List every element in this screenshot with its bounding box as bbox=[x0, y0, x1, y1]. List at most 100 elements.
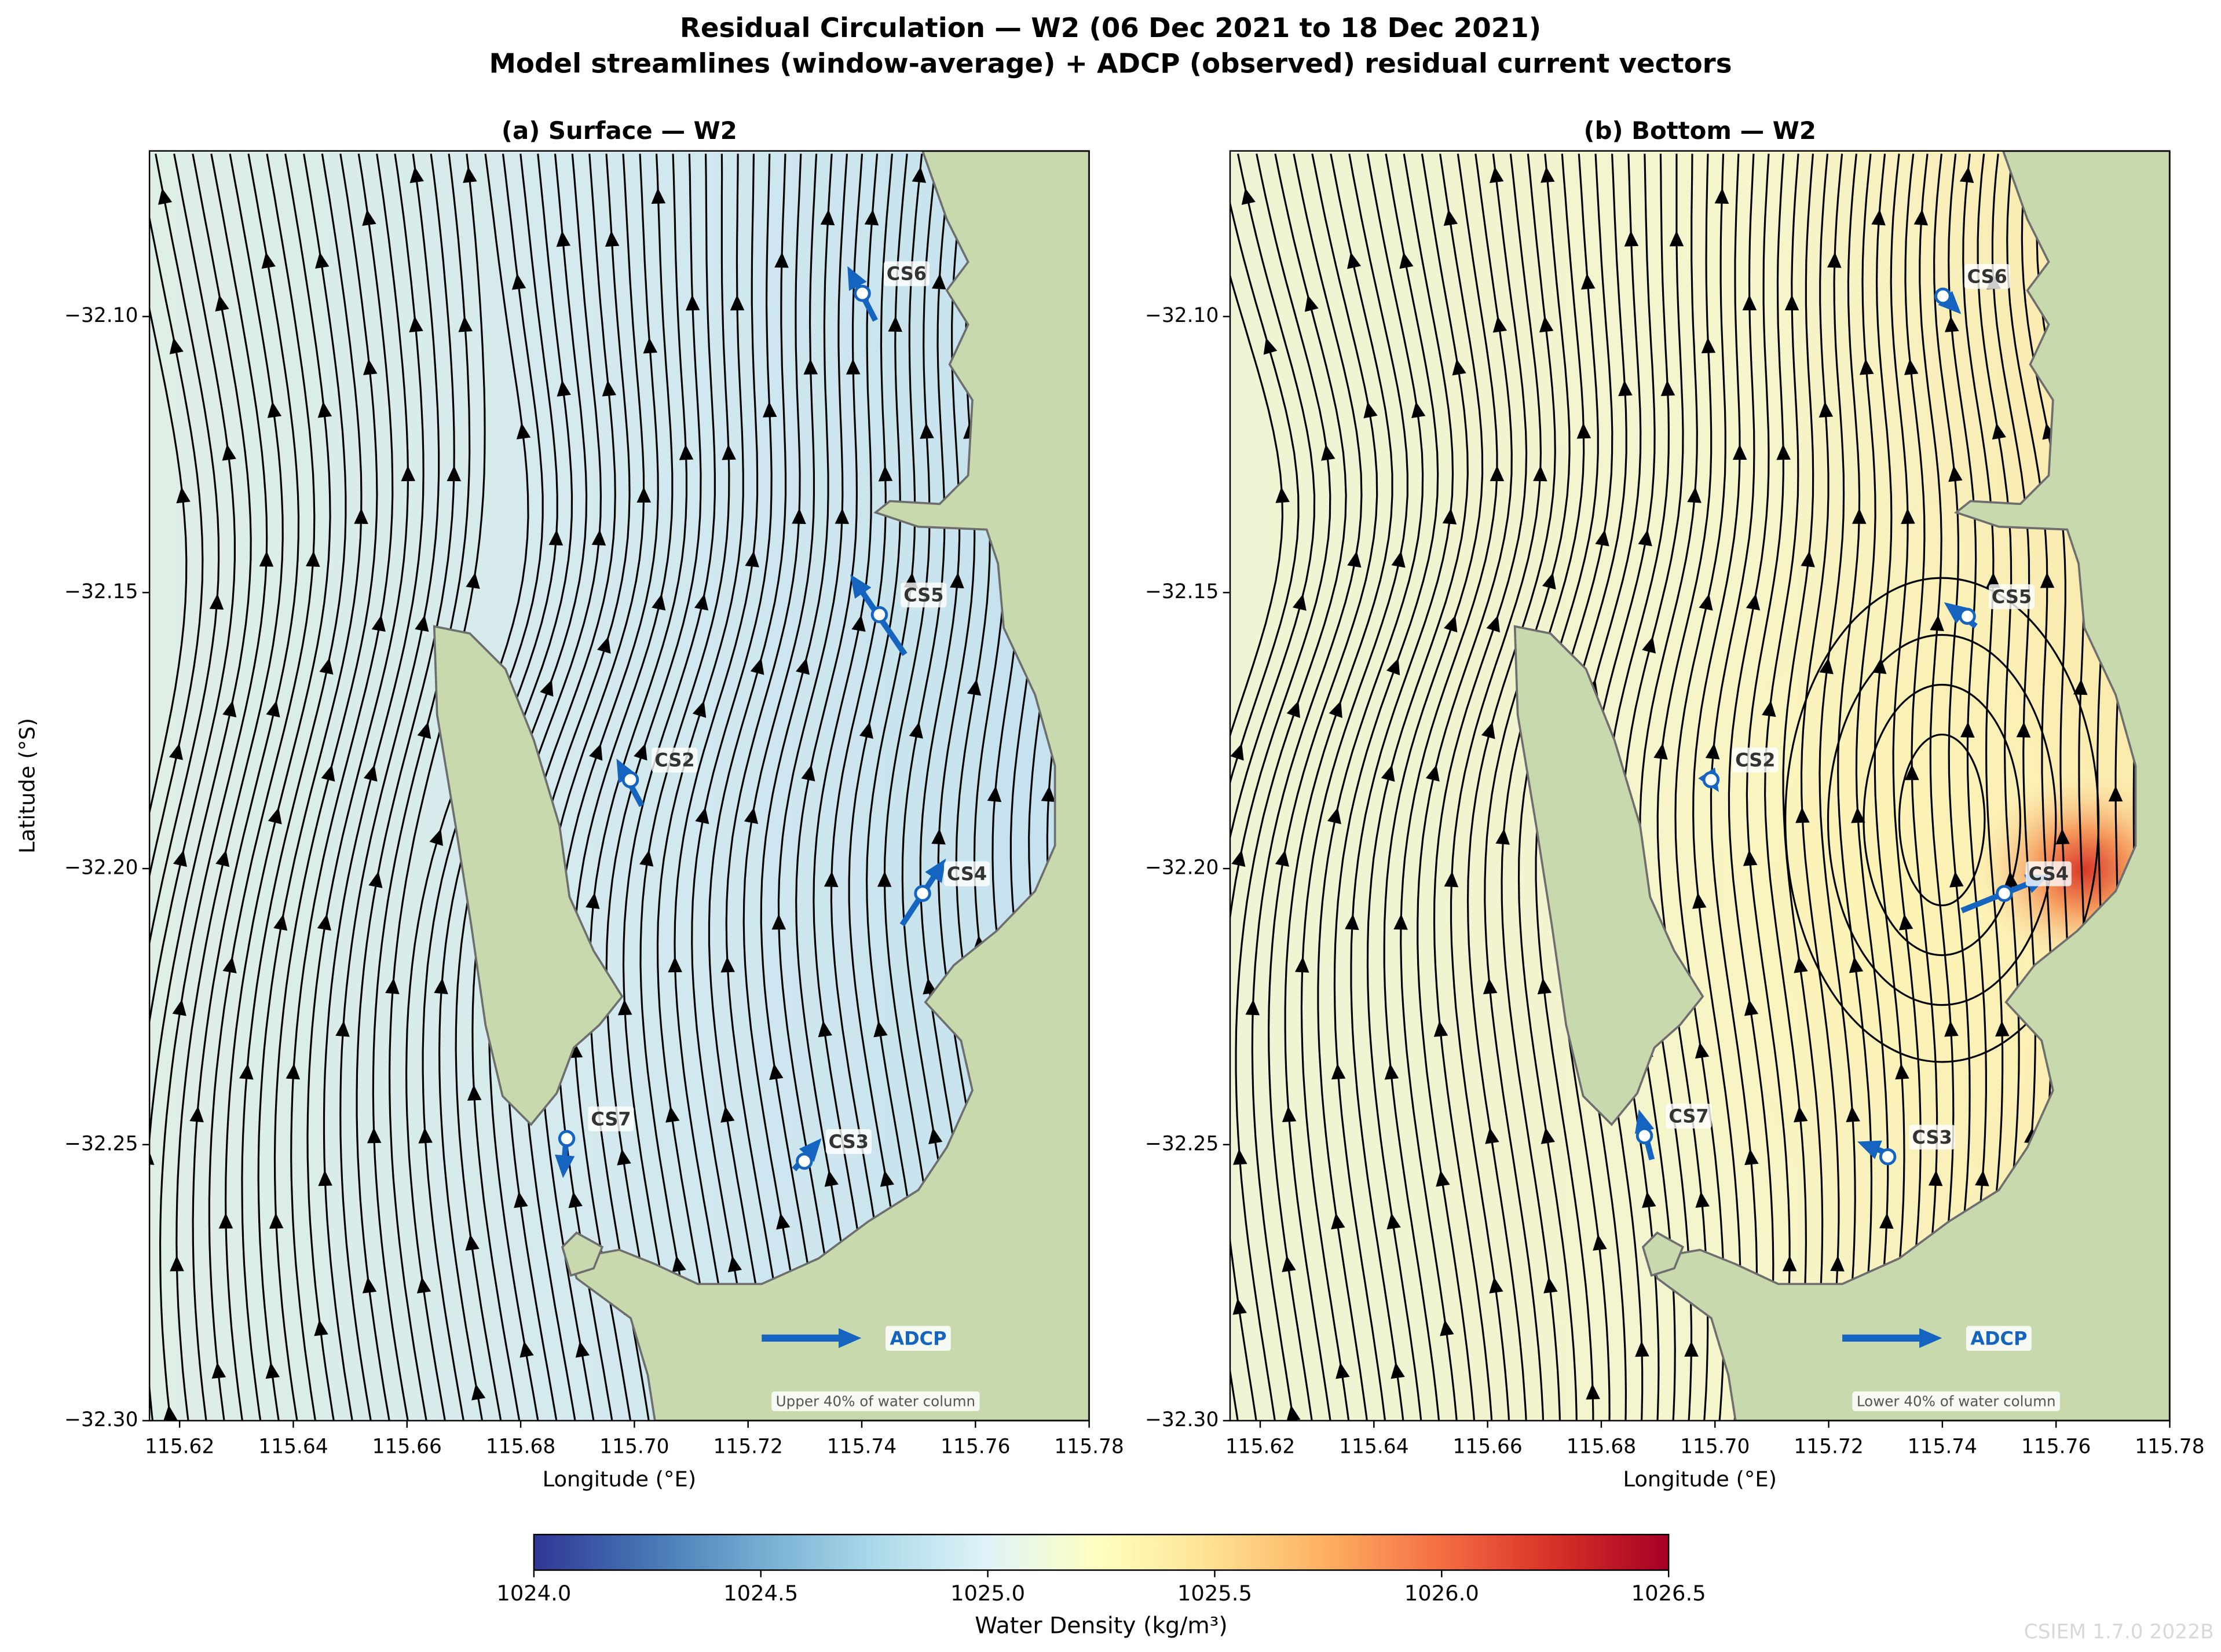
streamline-arrow bbox=[1321, 444, 1335, 461]
streamline-arrow bbox=[1801, 551, 1815, 567]
streamline bbox=[777, 153, 848, 1421]
streamline-arrow bbox=[371, 615, 386, 632]
streamline bbox=[1484, 153, 1571, 1421]
y-tick-label: −32.30 bbox=[1145, 1408, 1219, 1431]
streamline-arrow bbox=[636, 486, 652, 503]
streamline-arrow bbox=[218, 1213, 233, 1229]
streamline bbox=[605, 153, 702, 1421]
station-label: CS4 bbox=[2029, 863, 2069, 885]
density-patch bbox=[1600, 464, 2170, 1318]
streamline-arrow bbox=[368, 871, 383, 888]
streamline-arrow bbox=[458, 316, 473, 332]
streamline bbox=[1383, 153, 1484, 1421]
land bbox=[433, 151, 1089, 1421]
streamline-arrow bbox=[1851, 807, 1865, 823]
streamline-arrow bbox=[1860, 358, 1874, 375]
x-tick-label: 115.64 bbox=[258, 1435, 328, 1459]
station-label-bg bbox=[2025, 861, 2072, 887]
streamline bbox=[1400, 153, 1498, 1421]
streamline-arrow bbox=[1542, 572, 1556, 589]
eddy bbox=[1784, 577, 2100, 1063]
streamline bbox=[149, 305, 188, 816]
streamline-arrow bbox=[465, 1234, 480, 1251]
y-tick-label: −32.10 bbox=[1145, 304, 1219, 327]
streamline-arrow bbox=[1286, 701, 1300, 718]
streamline-arrow bbox=[1543, 1277, 1558, 1294]
streamline-arrow bbox=[1533, 465, 1547, 482]
streamline-arrow bbox=[803, 358, 818, 375]
streamline-arrow bbox=[222, 700, 237, 717]
streamline-arrow bbox=[189, 1106, 204, 1123]
streamline-arrow bbox=[1436, 1170, 1450, 1187]
streamline-arrow bbox=[1230, 743, 1244, 761]
x-tick-label: 115.62 bbox=[145, 1435, 214, 1459]
streamline-arrow bbox=[1384, 1063, 1399, 1080]
streamline-arrow bbox=[1746, 594, 1761, 611]
streamline-arrow bbox=[2108, 786, 2123, 802]
streamline-arrow bbox=[1347, 551, 1362, 568]
streamline-arrow bbox=[1391, 1362, 1405, 1379]
streamline-arrow bbox=[769, 1063, 784, 1080]
streamline-arrow bbox=[1819, 657, 1834, 675]
streamline-arrow bbox=[1638, 529, 1652, 547]
streamline bbox=[323, 153, 425, 1421]
streamline-arrow bbox=[1481, 721, 1495, 739]
streamline-arrow bbox=[888, 316, 903, 332]
streamline-arrow bbox=[1904, 358, 1919, 375]
streamline-arrow bbox=[1245, 999, 1260, 1016]
streamline-arrow bbox=[1846, 1106, 1860, 1123]
streamline-arrow bbox=[1443, 209, 1458, 226]
y-tick-label: −32.20 bbox=[64, 856, 138, 880]
station-label-bg bbox=[943, 861, 990, 887]
streamline-arrow bbox=[864, 209, 879, 226]
streamline-arrow bbox=[1830, 1255, 1845, 1272]
streamline-arrow bbox=[385, 977, 400, 994]
streamline-arrow bbox=[1275, 849, 1289, 867]
streamline-arrow bbox=[694, 594, 709, 611]
streamline-arrow bbox=[1705, 743, 1720, 760]
streamline-arrow bbox=[1913, 209, 1929, 226]
streamline-arrow bbox=[265, 1362, 280, 1379]
x-tick-label: 115.68 bbox=[1567, 1435, 1636, 1459]
streamline-arrow bbox=[1642, 1191, 1656, 1208]
streamline bbox=[1284, 153, 1393, 1421]
streamline-arrow bbox=[1176, 1298, 1192, 1315]
streamline-arrow bbox=[1241, 188, 1256, 205]
streamline-arrow bbox=[1948, 466, 1963, 482]
streamline-arrow bbox=[801, 764, 815, 782]
station-marker bbox=[1959, 607, 1976, 625]
streamline bbox=[356, 153, 455, 1421]
station-marker bbox=[1934, 287, 1952, 305]
streamline-arrow bbox=[750, 658, 764, 675]
station-marker bbox=[1996, 885, 2013, 902]
streamline-arrow bbox=[1232, 1298, 1247, 1315]
streamline bbox=[241, 153, 347, 1421]
streamline-arrow bbox=[362, 1277, 377, 1294]
streamline-arrow bbox=[417, 721, 431, 739]
colorbar-tick-label: 1026.5 bbox=[1631, 1581, 1706, 1606]
streamline-arrow bbox=[1282, 1255, 1296, 1272]
x-tick-label: 115.72 bbox=[1794, 1435, 1863, 1459]
streamline-arrow bbox=[149, 1148, 155, 1165]
streamline-arrow bbox=[317, 401, 332, 418]
streamline-arrow bbox=[215, 295, 229, 312]
streamline-arrow bbox=[2187, 636, 2201, 653]
streamline-arrow bbox=[163, 1405, 178, 1421]
streamline-arrow bbox=[173, 850, 187, 867]
streamline-arrow bbox=[1331, 1063, 1346, 1080]
streamline bbox=[1692, 153, 1741, 1421]
streamline bbox=[1230, 199, 1300, 786]
streamline-arrow bbox=[1386, 658, 1400, 676]
streamline-arrow bbox=[846, 358, 861, 375]
colorbar-label: Water Density (kg/m³) bbox=[975, 1612, 1228, 1639]
streamline-arrow bbox=[1945, 316, 1959, 332]
streamline-arrow bbox=[1975, 1170, 1989, 1186]
streamline-arrow bbox=[120, 1298, 135, 1314]
streamline-arrow bbox=[1930, 615, 1944, 631]
streamline-arrow bbox=[617, 999, 632, 1016]
streamline-arrow bbox=[1329, 701, 1342, 718]
x-tick-label: 115.70 bbox=[599, 1435, 669, 1459]
streamline-arrow bbox=[557, 380, 571, 397]
streamline-arrow bbox=[1411, 401, 1426, 419]
streamline-arrow bbox=[1345, 914, 1359, 931]
